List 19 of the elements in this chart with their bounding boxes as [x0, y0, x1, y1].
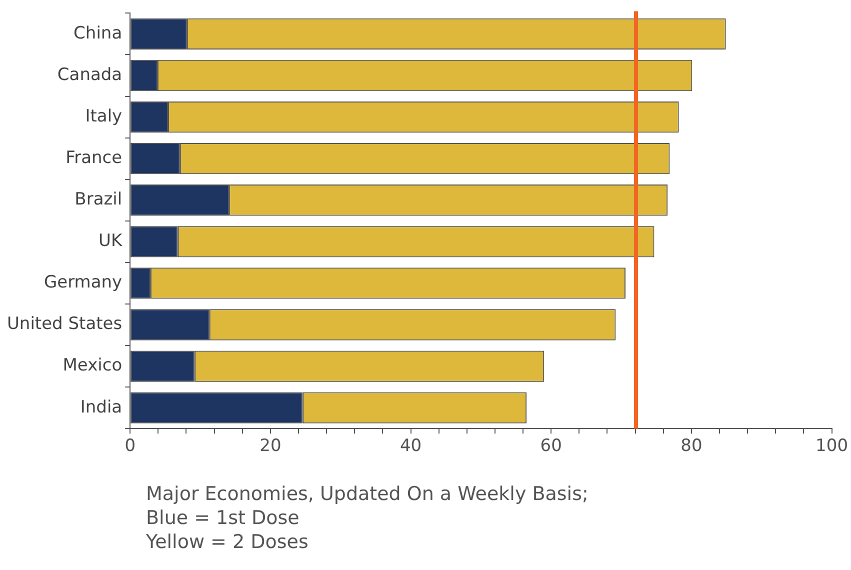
text: Yellow = 2 Doses: [146, 530, 310, 554]
y-tick-label: UK: [98, 231, 123, 252]
x-tick-label: 20: [260, 436, 282, 456]
y-tick-label: United States: [6, 314, 122, 334]
text: Blue = 1st Dose: [146, 506, 300, 530]
x-tick-label: 40: [400, 436, 422, 456]
y-tick-label: France: [66, 148, 122, 168]
x-tick-label: 0: [124, 436, 136, 456]
y-tick-label: India: [80, 397, 122, 418]
x-tick-label: 100: [816, 436, 848, 456]
y-tick-label: Mexico: [62, 356, 122, 376]
x-tick-label: 80: [680, 436, 702, 456]
text: Major Economies, Updated On a Weekly Basis;: [146, 482, 590, 506]
y-tick-label: Brazil: [74, 190, 122, 210]
y-tick-label: Canada: [57, 64, 122, 85]
y-tick-label: Germany: [44, 272, 122, 293]
y-tick-label: Italy: [85, 106, 122, 126]
x-tick-label: 60: [540, 436, 562, 456]
y-tick-label: China: [74, 23, 122, 44]
